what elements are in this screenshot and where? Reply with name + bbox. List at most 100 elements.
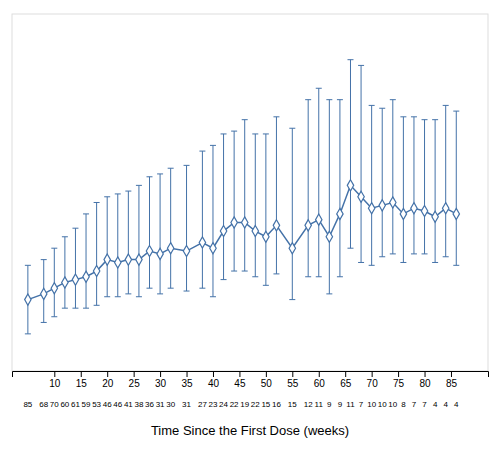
x-tick-mark	[292, 371, 293, 377]
error-bar-cap-low	[263, 285, 269, 286]
marker	[411, 203, 417, 214]
x-tick-label: 30	[155, 378, 167, 389]
x-tick-label: 65	[340, 378, 352, 389]
x-tick-mark	[345, 371, 346, 377]
error-bar	[104, 197, 110, 297]
error-bar	[41, 260, 47, 323]
error-bar	[347, 60, 353, 248]
marker	[146, 245, 152, 256]
error-bar-cap-low	[51, 316, 57, 317]
x-tick-mark	[398, 371, 399, 377]
error-bar-stem	[435, 120, 436, 263]
x-tick: 20	[102, 371, 114, 389]
annotation: 11	[315, 400, 324, 409]
x-tick-label: 85	[446, 378, 458, 389]
error-bar-cap-low	[369, 265, 375, 266]
marker	[231, 217, 237, 228]
error-bar-cap-low	[83, 308, 89, 309]
marker	[136, 254, 142, 265]
error-bar-stem	[403, 117, 404, 263]
x-tick-label: 25	[129, 378, 141, 389]
error-bar-cap-low	[400, 262, 406, 263]
error-bar-cap-low	[242, 271, 248, 272]
marker	[93, 265, 99, 276]
marker	[41, 288, 47, 299]
annotation: 46	[103, 400, 112, 409]
marker	[25, 294, 31, 305]
error-bar-stem	[392, 100, 393, 254]
annotation: 22	[251, 400, 260, 409]
x-tick-label: 60	[314, 378, 326, 389]
x-tick-label: 20	[102, 378, 114, 389]
annotation: 9	[327, 400, 332, 409]
x-tick: 60	[314, 371, 326, 389]
annotation: 15	[288, 400, 297, 409]
error-bar-cap-low	[443, 256, 449, 257]
x-tick-mark	[266, 371, 267, 377]
error-bar-stem	[128, 191, 129, 294]
x-tick: 45	[234, 371, 246, 389]
error-bar	[453, 111, 459, 265]
annotation: 8	[401, 400, 406, 409]
error-bar-stem	[234, 131, 235, 271]
error-bar-cap-high	[51, 248, 57, 249]
error-bar-cap-low	[104, 296, 110, 297]
marker	[379, 200, 385, 211]
error-bar-cap-low	[125, 293, 131, 294]
x-tick: 55	[287, 371, 299, 389]
marker	[241, 217, 247, 228]
error-bar	[231, 131, 237, 271]
annotation: 30	[166, 400, 175, 409]
marker	[432, 211, 438, 222]
x-tick-mark	[425, 371, 426, 377]
error-bar	[379, 108, 385, 257]
annotation: 27	[198, 400, 207, 409]
error-bar-cap-low	[411, 253, 417, 254]
error-bar-stem	[329, 100, 330, 294]
error-bar-cap-low	[432, 262, 438, 263]
annotation: 36	[145, 400, 154, 409]
error-bar-stem	[350, 60, 351, 248]
annotation: 85	[23, 400, 32, 409]
error-bar-cap-high	[411, 116, 417, 117]
error-bar	[358, 65, 364, 262]
x-tick-label: 70	[367, 378, 379, 389]
error-bar	[326, 100, 332, 294]
marker	[273, 220, 279, 231]
error-bar-cap-low	[41, 322, 47, 323]
marker	[421, 205, 427, 216]
error-bars	[25, 60, 459, 334]
marker	[51, 283, 57, 294]
annotation: 16	[272, 400, 281, 409]
annotation: 4	[443, 400, 448, 409]
error-bar-cap-high	[72, 228, 78, 229]
chart: 1015202530354045505560657075808585687060…	[0, 0, 500, 455]
error-bar	[289, 128, 295, 299]
annotation: 41	[124, 400, 133, 409]
x-tick-label: 50	[261, 378, 273, 389]
error-bar-cap-high	[41, 259, 47, 260]
error-bar-stem	[424, 120, 425, 254]
x-tick-mark	[107, 371, 108, 377]
error-bar-cap-high	[289, 128, 295, 129]
error-bar	[136, 185, 142, 296]
error-bar-cap-high	[326, 99, 332, 100]
annotation: 23	[209, 400, 218, 409]
annotation: 7	[412, 400, 417, 409]
marker	[316, 214, 322, 225]
error-bar-cap-high	[347, 59, 353, 60]
error-bar-cap-low	[199, 288, 205, 289]
marker	[115, 257, 121, 268]
error-bar-cap-high	[453, 111, 459, 112]
annotation: 38	[134, 400, 143, 409]
x-tick: 65	[340, 371, 352, 389]
error-bar-cap-low	[305, 276, 311, 277]
data-layer	[25, 60, 460, 334]
line	[28, 185, 456, 299]
error-bar-stem	[456, 111, 457, 265]
x-tick-mark	[160, 371, 161, 377]
annotations: 8568706061595346464138363130312723242219…	[23, 400, 459, 409]
error-bar	[94, 202, 100, 305]
annotation: 10	[367, 400, 376, 409]
annotation: 68	[39, 400, 48, 409]
